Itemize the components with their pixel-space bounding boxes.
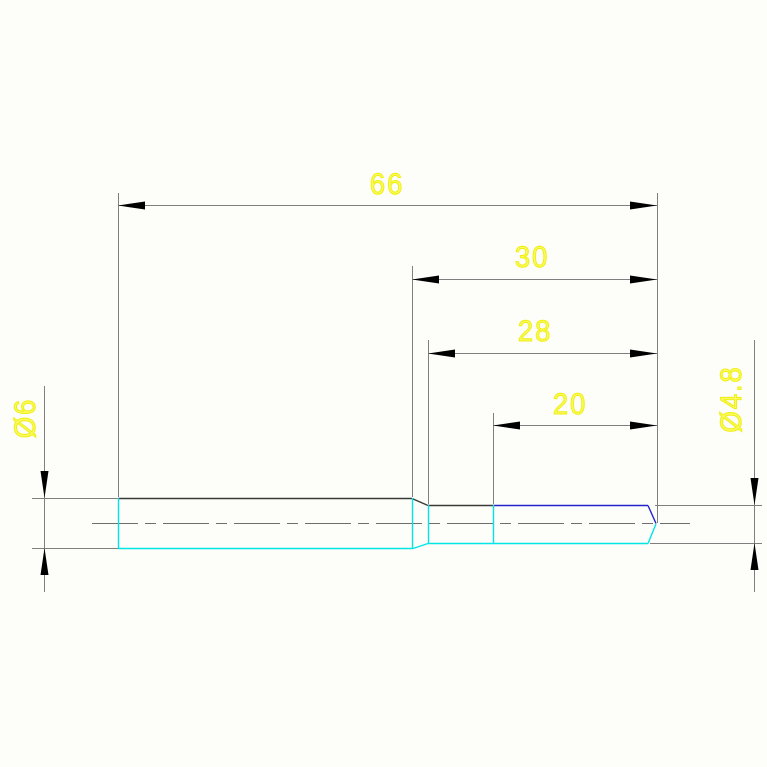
dim-text-dia48: Ø4.8: [715, 365, 749, 433]
part-edge-taper-bottom: [412, 542, 429, 550]
arrow-30-left: [412, 275, 439, 284]
arrow-30-right: [630, 275, 657, 284]
arrow-20-left: [493, 421, 520, 430]
part-edge-taper-top: [411, 497, 429, 507]
arrow-28-left: [428, 349, 455, 358]
dim-text-66: 66: [369, 168, 405, 201]
dim-text-28: 28: [517, 315, 553, 348]
dim-text-dia6: Ø6: [9, 397, 43, 439]
arrowheads: [40, 201, 759, 575]
arrow-28-right: [630, 349, 657, 358]
part-edge-tip-top: [647, 505, 657, 524]
dim-text-30: 30: [514, 241, 550, 274]
arrow-dia48-bottom: [750, 543, 759, 570]
arrow-20-right: [630, 421, 657, 430]
dim-text-20: 20: [552, 388, 588, 421]
part-edge-tip-bottom: [647, 523, 657, 544]
arrow-dia6-bottom: [40, 548, 49, 575]
arrow-66-left: [118, 201, 145, 210]
arrow-dia6-top: [40, 471, 49, 498]
part-outline: [117, 497, 657, 550]
extension-lines: [32, 193, 762, 549]
arrow-66-right: [630, 201, 657, 210]
dimension-lines: [44, 205, 755, 592]
arrow-dia48-top: [750, 478, 759, 505]
